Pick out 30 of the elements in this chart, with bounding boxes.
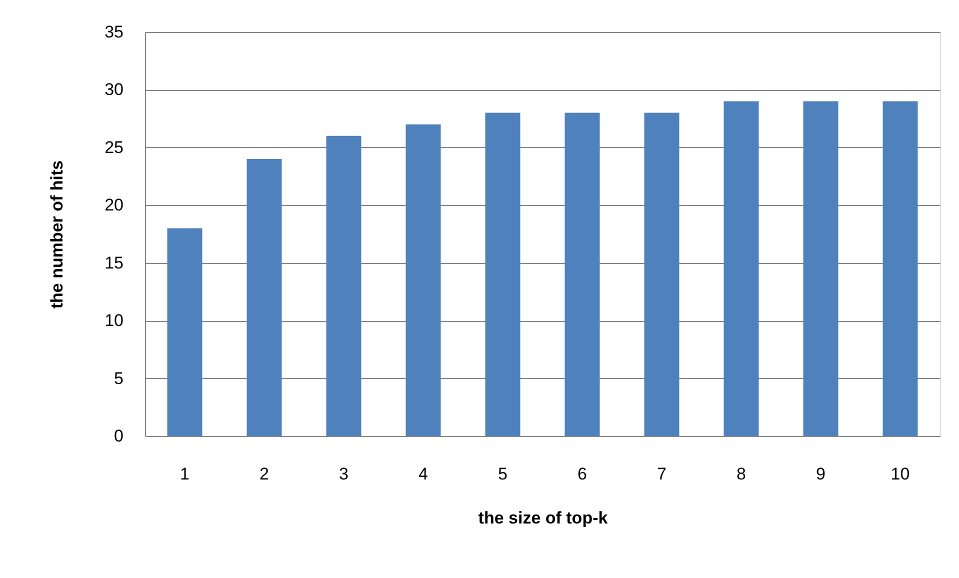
y-tick-label: 25 <box>104 138 124 157</box>
y-tick-label: 30 <box>104 80 124 100</box>
bar <box>167 228 202 436</box>
x-tick-label: 3 <box>339 464 348 484</box>
x-tick-label: 6 <box>578 464 587 484</box>
bar <box>485 112 520 436</box>
bar <box>326 136 362 436</box>
bar <box>246 158 282 436</box>
x-tick-label: 8 <box>736 464 746 484</box>
x-tick-label: 5 <box>498 464 508 484</box>
y-tick-label: 35 <box>104 22 124 42</box>
x-tick-label: 4 <box>418 464 428 484</box>
bar <box>406 124 441 436</box>
y-axis-title: the number of hits <box>48 160 67 309</box>
bar <box>803 101 838 436</box>
bar <box>882 101 918 436</box>
x-tick-label: 7 <box>657 464 666 484</box>
x-tick-label: 9 <box>816 464 826 484</box>
y-tick-label: 20 <box>104 196 124 215</box>
bar <box>564 112 600 436</box>
x-tick-label: 2 <box>260 464 269 484</box>
x-tick-label: 1 <box>180 464 190 484</box>
x-axis-title: the size of top-k <box>478 508 608 528</box>
y-tick-label: 0 <box>114 426 124 446</box>
bar <box>644 112 680 436</box>
x-tick-label: 10 <box>890 464 910 484</box>
y-tick-label: 10 <box>104 311 124 330</box>
y-tick-label: 5 <box>114 368 124 388</box>
y-tick-label: 15 <box>104 253 124 272</box>
bar <box>724 101 759 436</box>
